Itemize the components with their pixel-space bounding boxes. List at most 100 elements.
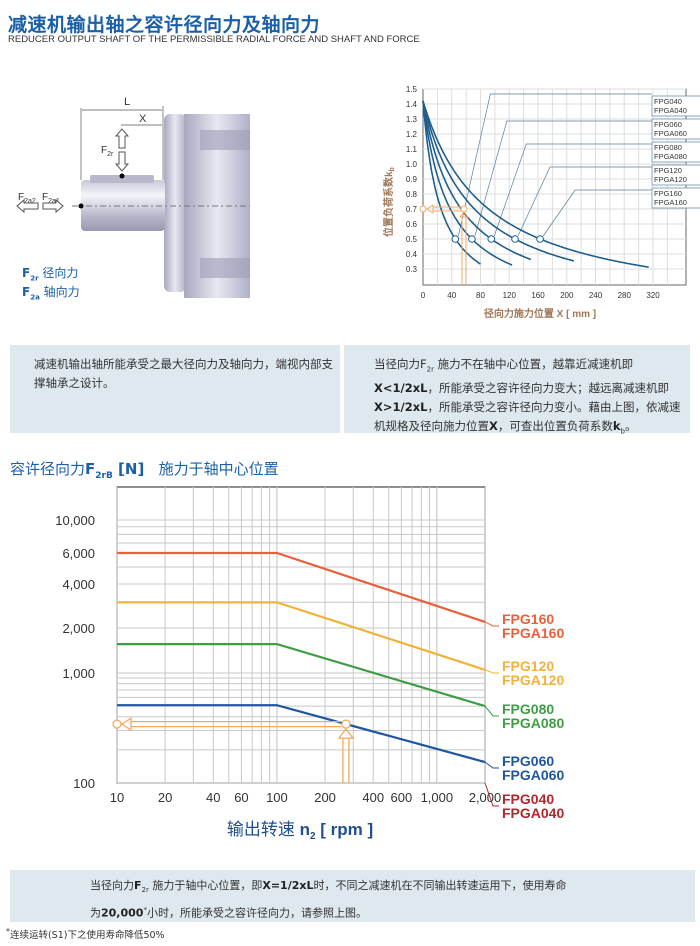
info-left-text: 减速机输出轴所能承受之最大径向力及轴向力，端视内部支撑轴承之设计。 bbox=[34, 357, 333, 390]
force-line-fpg160 bbox=[117, 551, 486, 623]
kb-curve-fpg160 bbox=[422, 100, 649, 268]
x-tick-label: 1,000 bbox=[421, 790, 454, 805]
example-up-arrow bbox=[458, 211, 470, 285]
x-tick-label: 280 bbox=[618, 291, 632, 300]
force-line-fpg060 bbox=[117, 704, 486, 764]
example-force-marker bbox=[112, 719, 122, 729]
y-tick-label: 1.0 bbox=[406, 160, 418, 169]
x-axis-label: 径向力施力位置 X [ mm ] bbox=[484, 307, 596, 320]
kb-0.5-marker bbox=[468, 235, 476, 243]
page-subtitle: REDUCER OUTPUT SHAFT OF THE PERMISSIBLE … bbox=[8, 34, 420, 45]
footnote: *连续运转(S1)下之使用寿命降低50% bbox=[6, 927, 165, 942]
label-X: X bbox=[139, 113, 147, 125]
kb-curve-fpg040 bbox=[422, 100, 481, 265]
y-tick-label: 10,000 bbox=[55, 513, 95, 528]
x-tick-label: 400 bbox=[362, 790, 384, 805]
y-tick-label: 4,000 bbox=[62, 577, 95, 592]
y-tick-label: 1.2 bbox=[406, 130, 418, 139]
example-point bbox=[341, 719, 351, 729]
kb-chart: 0.3 0.4 0.5 0.6 0.7 0.8 0.9 1.0 1.1 1.2 1.3 1.4 1.5 0… bbox=[382, 85, 700, 320]
example-point bbox=[460, 205, 468, 213]
y-axis-label: 位置负荷系数kb bbox=[382, 167, 396, 237]
leader-line bbox=[484, 782, 499, 807]
x-tick-label: 40 bbox=[447, 291, 456, 300]
y-tick-label: 1.1 bbox=[406, 145, 418, 154]
series-label-box bbox=[651, 187, 700, 209]
series-label: FPG120 bbox=[502, 658, 554, 674]
series-label-box bbox=[651, 118, 700, 140]
svg-text:F2a1: F2a1 bbox=[42, 192, 60, 205]
y-tick-label: 1,000 bbox=[62, 666, 95, 681]
y-tick-label: 1.5 bbox=[406, 85, 418, 94]
label-L: L bbox=[124, 96, 130, 108]
series-label: FPGA120 bbox=[654, 175, 687, 184]
x-tick-label: 160 bbox=[531, 291, 545, 300]
shaft-diagram: L X F2r F2a2 F2a1 bbox=[16, 96, 250, 298]
radial-force-chart: 100 1,000 2,000 4,000 6,000 10,000 10 20 40 60 100… bbox=[55, 486, 564, 842]
bottom-note: 当径向力F2r 施力于轴中心位置，即X=1/2xL时，不同之减速机在不同输出转速… bbox=[10, 870, 695, 922]
series-label: FPG160 bbox=[502, 611, 554, 627]
x-tick-label: 2,000 bbox=[469, 790, 502, 805]
x-tick-label: 320 bbox=[646, 291, 660, 300]
y-tick-label: 0.9 bbox=[406, 175, 418, 184]
shaft-key bbox=[90, 175, 154, 183]
leader-line bbox=[484, 705, 499, 717]
down-arrow-icon bbox=[114, 151, 130, 172]
force-line-fpg120 bbox=[117, 601, 486, 671]
series-label: FPG060 bbox=[502, 753, 554, 769]
x-tick-label: 0 bbox=[421, 291, 426, 300]
series-label: FPG060 bbox=[654, 120, 682, 129]
series-label: FPGA040 bbox=[502, 805, 564, 821]
series-label-box bbox=[651, 95, 700, 117]
y-tick-label: 6,000 bbox=[62, 546, 95, 561]
series-label: FPGA120 bbox=[502, 672, 564, 688]
series-label: FPG040 bbox=[654, 97, 682, 106]
series-label-box bbox=[651, 164, 700, 186]
kb-curve-fpg080 bbox=[422, 100, 532, 261]
leader-line bbox=[484, 761, 499, 769]
y-tick-label: 0.7 bbox=[406, 205, 418, 214]
series-label: FPGA040 bbox=[654, 106, 687, 115]
example-left-arrow bbox=[120, 716, 341, 732]
series-label: FPGA160 bbox=[654, 198, 687, 207]
y-tick-label: 100 bbox=[73, 776, 95, 791]
series-label: FPGA160 bbox=[502, 625, 564, 641]
kb-0.5-marker bbox=[451, 235, 460, 243]
x-tick-label: 80 bbox=[476, 291, 485, 300]
y-tick-label: 0.8 bbox=[406, 190, 418, 199]
series-label: FPGA080 bbox=[502, 715, 564, 731]
x-tick-label: 40 bbox=[206, 790, 220, 805]
kb-curve-fpg060 bbox=[422, 100, 513, 266]
kb-0.5-marker bbox=[536, 235, 544, 243]
y-tick-label: 1.3 bbox=[406, 115, 418, 124]
leader-line bbox=[493, 143, 652, 237]
series-label: FPG080 bbox=[502, 701, 554, 717]
x-tick-label: 120 bbox=[503, 291, 517, 300]
y-tick-label: 1.4 bbox=[406, 100, 418, 109]
y-tick-label: 0.5 bbox=[406, 235, 418, 244]
series-label: FPGA060 bbox=[654, 129, 687, 138]
y-tick-label: 2,000 bbox=[62, 621, 95, 636]
example-left-arrow bbox=[426, 204, 461, 214]
up-arrow-icon bbox=[114, 128, 130, 149]
y-tick-label: 0.4 bbox=[406, 250, 418, 259]
series-label: FPGA080 bbox=[654, 152, 687, 161]
y-tick-label: 0.6 bbox=[406, 220, 418, 229]
left-arrow-icon bbox=[16, 198, 39, 214]
x-tick-label: 20 bbox=[158, 790, 172, 805]
svg-text:F2r: F2r bbox=[101, 145, 114, 158]
example-kb-marker bbox=[419, 205, 427, 213]
x-tick-label: 60 bbox=[234, 790, 248, 805]
series-label: FPG080 bbox=[654, 143, 682, 152]
series-label-box bbox=[651, 141, 700, 163]
x-tick-label: 200 bbox=[560, 291, 574, 300]
leader-line bbox=[484, 669, 499, 674]
kb-curve-fpg120 bbox=[422, 100, 575, 262]
x-tick-label: 240 bbox=[589, 291, 603, 300]
x-tick-label: 600 bbox=[391, 790, 413, 805]
x-axis-label: 输出转速 n2 [ rpm ] bbox=[227, 820, 373, 842]
flange bbox=[164, 114, 186, 292]
leader-line bbox=[517, 166, 652, 237]
leader-line bbox=[542, 189, 652, 237]
page-title: 减速机输出轴之容许径向力及轴向力 bbox=[8, 14, 321, 36]
